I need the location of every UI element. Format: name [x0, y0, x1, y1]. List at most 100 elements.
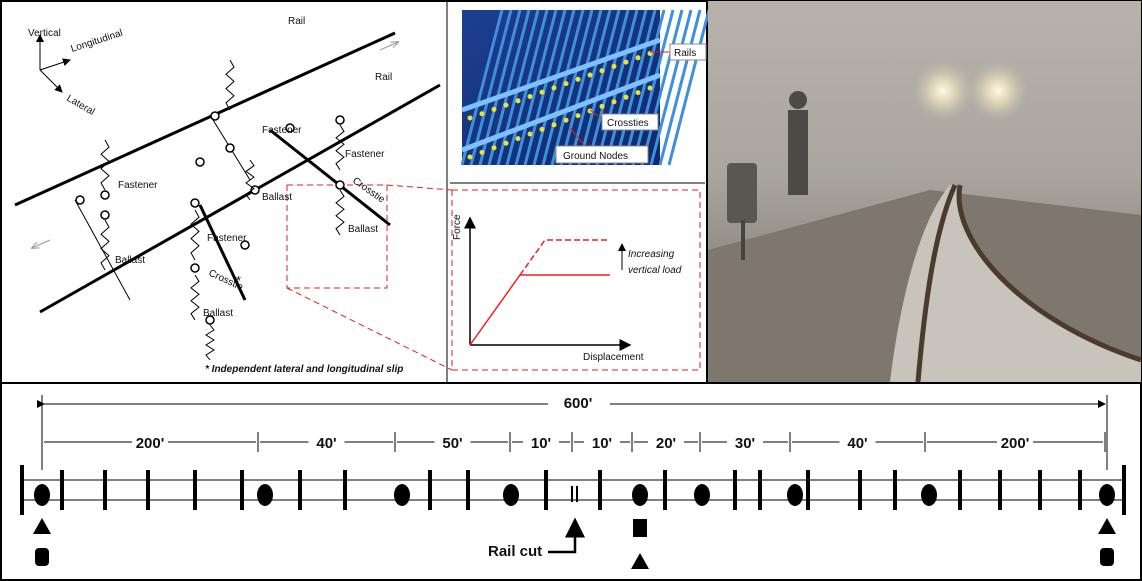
cut: [576, 486, 578, 502]
ground-node: [552, 122, 557, 127]
rail-cut-label: Rail cut: [488, 543, 542, 560]
tie: [893, 470, 897, 510]
tie: [1078, 470, 1082, 510]
y-label: Force: [452, 214, 463, 240]
fastener-label: Fastener: [207, 233, 247, 244]
axis-label: Longitudinal: [70, 28, 125, 55]
callout-label: Rails: [674, 48, 696, 59]
block: [1100, 548, 1114, 566]
ground-node: [648, 86, 653, 91]
segment-label: 200': [1001, 435, 1030, 452]
tie: [298, 470, 302, 510]
sensor: [34, 484, 50, 506]
spring: [226, 60, 234, 110]
segment-label: 10': [592, 435, 612, 452]
ballast-label: Ballast: [348, 224, 378, 235]
ground-node: [528, 132, 533, 137]
triangle: [631, 553, 649, 569]
ground-node: [504, 141, 509, 146]
callout-label: Ground Nodes: [563, 151, 628, 162]
axis-label: Lateral: [65, 93, 97, 118]
fastener-label: Fastener: [118, 180, 158, 191]
sensor: [257, 484, 273, 506]
spring: [336, 190, 344, 235]
tie: [998, 470, 1002, 510]
total-length: 600': [564, 395, 593, 412]
segment-label: 10': [531, 435, 551, 452]
tie: [758, 470, 762, 510]
rail-end: [1122, 465, 1126, 515]
block: [35, 548, 49, 566]
ground-node: [552, 85, 557, 90]
tie: [466, 470, 470, 510]
block: [633, 519, 647, 537]
fastener-label: Fastener: [345, 149, 385, 160]
triangle: [33, 518, 51, 534]
sensor: [921, 484, 937, 506]
ground-node: [528, 94, 533, 99]
sensor: [394, 484, 410, 506]
plot-frame: [452, 190, 700, 370]
tie: [1038, 470, 1042, 510]
sensor: [632, 484, 648, 506]
axis-label: Vertical: [28, 28, 61, 39]
ground-node: [612, 99, 617, 104]
ballast-label: Ballast: [115, 255, 145, 266]
segment-label: 200': [136, 435, 165, 452]
ground-node: [576, 77, 581, 82]
ballast-label: Ballast: [262, 192, 292, 203]
ground-node: [492, 145, 497, 150]
spring: [191, 210, 199, 260]
tie: [146, 470, 150, 510]
segment-label: 20': [656, 435, 676, 452]
curve-dashed: [520, 240, 610, 275]
tie: [240, 470, 244, 510]
ground-node: [588, 73, 593, 78]
fastener-label: Fastener: [262, 125, 302, 136]
sensor: [503, 484, 519, 506]
node: [336, 116, 344, 124]
sensor: [694, 484, 710, 506]
ground-node: [480, 150, 485, 155]
sensor: [787, 484, 803, 506]
tie: [598, 470, 602, 510]
segment-label: 40': [316, 435, 336, 452]
tie: [103, 470, 107, 510]
crosstie-label: Crosstie: [350, 175, 387, 205]
spring: [191, 275, 199, 320]
rail-label: Rail: [375, 72, 392, 83]
spring: [336, 125, 344, 170]
annotation: Increasing: [628, 249, 675, 260]
node: [101, 191, 109, 199]
callout-label: Crossties: [607, 118, 649, 129]
ground-node: [468, 116, 473, 121]
ground-node: [564, 81, 569, 86]
rail-end: [20, 465, 24, 515]
node: [101, 211, 109, 219]
node: [76, 196, 84, 204]
node: [336, 181, 344, 189]
ground-node: [636, 90, 641, 95]
layout: 200'40'50'10'10'20'30'40'200': [20, 395, 1126, 569]
ground-node: [636, 55, 641, 60]
track-model: [15, 33, 452, 370]
node: [191, 199, 199, 207]
node: [226, 144, 234, 152]
ground-node: [516, 98, 521, 103]
ballast-label: Ballast: [203, 308, 233, 319]
ground-node: [492, 107, 497, 112]
tie: [663, 470, 667, 510]
ground-node: [624, 60, 629, 65]
tie: [806, 470, 810, 510]
node: [211, 112, 219, 120]
figure: Vertical Longitudinal Lateral Rail Rail …: [0, 0, 1142, 581]
ground-node: [468, 155, 473, 160]
ground-node: [540, 127, 545, 132]
rail-label: Rail: [288, 16, 305, 27]
rail-cut-arrow: [548, 520, 575, 552]
tie: [193, 470, 197, 510]
tie: [858, 470, 862, 510]
ground-node: [576, 113, 581, 118]
tie: [343, 470, 347, 510]
segment-label: 30': [735, 435, 755, 452]
